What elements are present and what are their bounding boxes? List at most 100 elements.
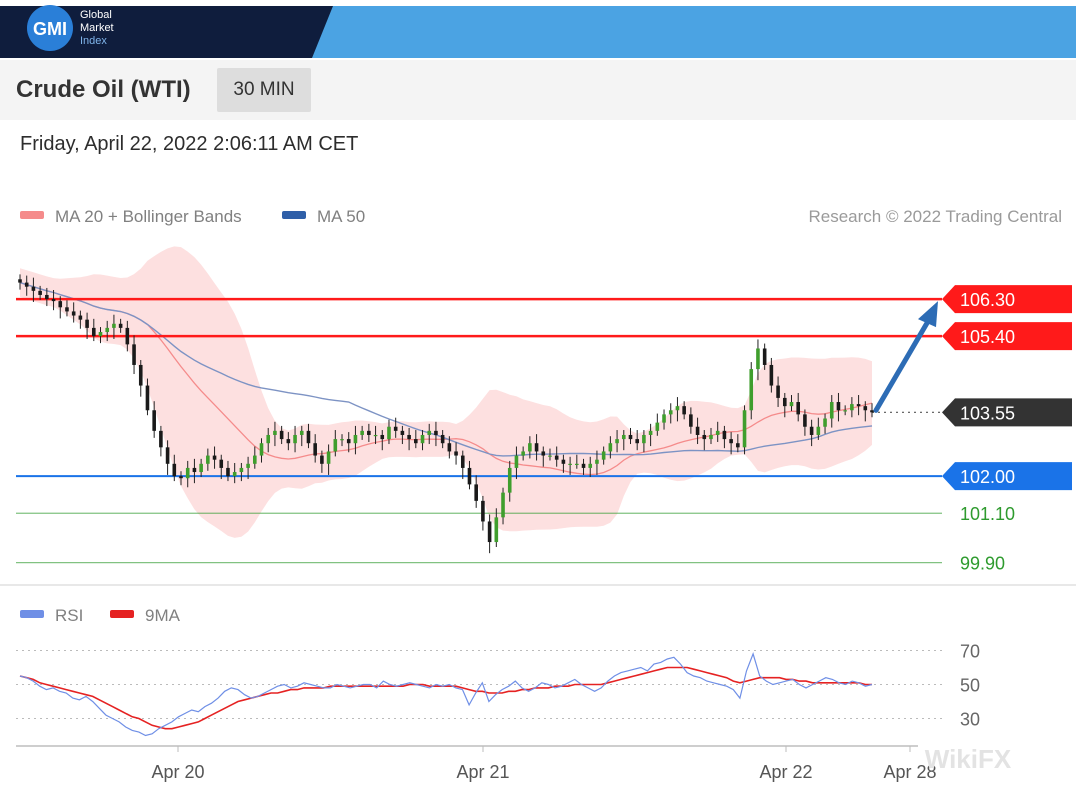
candle-body xyxy=(346,439,351,444)
candle xyxy=(863,401,868,422)
gmi-logo-icon xyxy=(27,5,73,51)
candle-body xyxy=(326,451,331,464)
candle xyxy=(628,427,633,445)
candle xyxy=(595,450,599,475)
header: GMI Global Market Index xyxy=(0,5,1076,58)
candle-body xyxy=(239,467,244,473)
candle-body xyxy=(575,463,579,466)
candle-body xyxy=(521,451,525,456)
candle-body xyxy=(226,467,230,477)
candle-body xyxy=(823,418,827,427)
candle xyxy=(736,434,740,453)
candle-body xyxy=(367,430,371,435)
candle-body xyxy=(850,404,854,411)
candle-body xyxy=(494,517,499,543)
level-label-101.10: 101.10 xyxy=(960,504,1015,524)
candle xyxy=(346,432,351,453)
timeframe-button[interactable]: 30 MIN xyxy=(217,68,311,112)
candle-body xyxy=(85,319,89,328)
candle xyxy=(454,442,458,465)
x-tick-label: Apr 22 xyxy=(759,762,812,782)
candle-body xyxy=(789,402,794,407)
candle xyxy=(360,425,364,440)
candle-body xyxy=(782,397,787,407)
candle xyxy=(689,407,693,434)
candle xyxy=(286,432,291,451)
candle xyxy=(333,430,338,457)
candle-body xyxy=(279,430,284,440)
candle xyxy=(588,456,593,477)
candle xyxy=(541,446,546,467)
candle-body xyxy=(118,323,123,328)
candle xyxy=(266,427,271,453)
candle xyxy=(353,425,358,455)
candle xyxy=(668,403,673,424)
candle xyxy=(709,427,713,445)
candle-body xyxy=(682,406,686,415)
candle-body xyxy=(709,434,713,440)
candle-body xyxy=(675,406,680,411)
research-credit: Research © 2022 Trading Central xyxy=(809,207,1063,226)
price-chart: 106.30 105.40 103.55 102.00 101.10 99.90 xyxy=(16,246,1072,574)
candle xyxy=(682,401,686,420)
candle xyxy=(789,395,794,412)
candle-body xyxy=(306,430,311,444)
candle-body xyxy=(286,439,291,444)
candle-body xyxy=(45,294,49,300)
candle-body xyxy=(51,299,56,302)
candle-body xyxy=(481,500,485,522)
candle-body xyxy=(259,443,264,456)
candle xyxy=(460,450,465,480)
candle-body xyxy=(185,467,190,479)
candle-body xyxy=(179,476,183,479)
candle xyxy=(407,427,411,451)
candle xyxy=(776,376,780,407)
candle-body xyxy=(635,439,639,444)
candle-body xyxy=(722,430,727,440)
rsi-tick-label: 70 xyxy=(960,642,980,662)
x-tick-label: Apr 21 xyxy=(456,762,509,782)
candle-body xyxy=(98,332,103,337)
candle-body xyxy=(380,434,385,440)
ma9-legend-label: 9MA xyxy=(145,606,181,625)
candle xyxy=(427,423,432,445)
level-tag-102.00 xyxy=(942,462,1072,491)
candle-body xyxy=(360,430,364,435)
candle xyxy=(796,392,801,422)
candle xyxy=(400,425,405,445)
candle xyxy=(85,312,89,340)
candle-body xyxy=(863,406,868,411)
rsi-legend-swatch xyxy=(20,610,44,618)
candle xyxy=(823,413,827,434)
candle xyxy=(306,423,311,449)
candle-body xyxy=(246,463,250,468)
x-tick-label: Apr 28 xyxy=(883,762,936,782)
candle-body xyxy=(78,315,83,320)
candle xyxy=(226,460,230,482)
candle xyxy=(246,456,250,480)
candle-body xyxy=(152,410,156,431)
rsi-tick-label: 30 xyxy=(960,710,980,730)
candle xyxy=(326,444,331,475)
candle xyxy=(145,378,150,416)
candle xyxy=(601,446,606,465)
candle xyxy=(803,409,807,436)
candle xyxy=(621,430,626,451)
candle-body xyxy=(353,434,358,444)
candle xyxy=(434,421,438,447)
candle xyxy=(648,423,653,447)
candle-body xyxy=(112,323,116,328)
candle-body xyxy=(266,434,271,444)
candle-body xyxy=(440,434,445,444)
candle-body xyxy=(467,467,472,485)
candle-body xyxy=(420,434,425,444)
candle xyxy=(340,434,344,447)
candle xyxy=(501,487,505,525)
candle-body xyxy=(447,443,452,452)
candle xyxy=(474,475,478,508)
candle-body xyxy=(253,455,257,464)
candle xyxy=(393,417,398,438)
projection-arrowhead xyxy=(918,301,938,328)
wordmark-index: Index xyxy=(80,35,107,47)
